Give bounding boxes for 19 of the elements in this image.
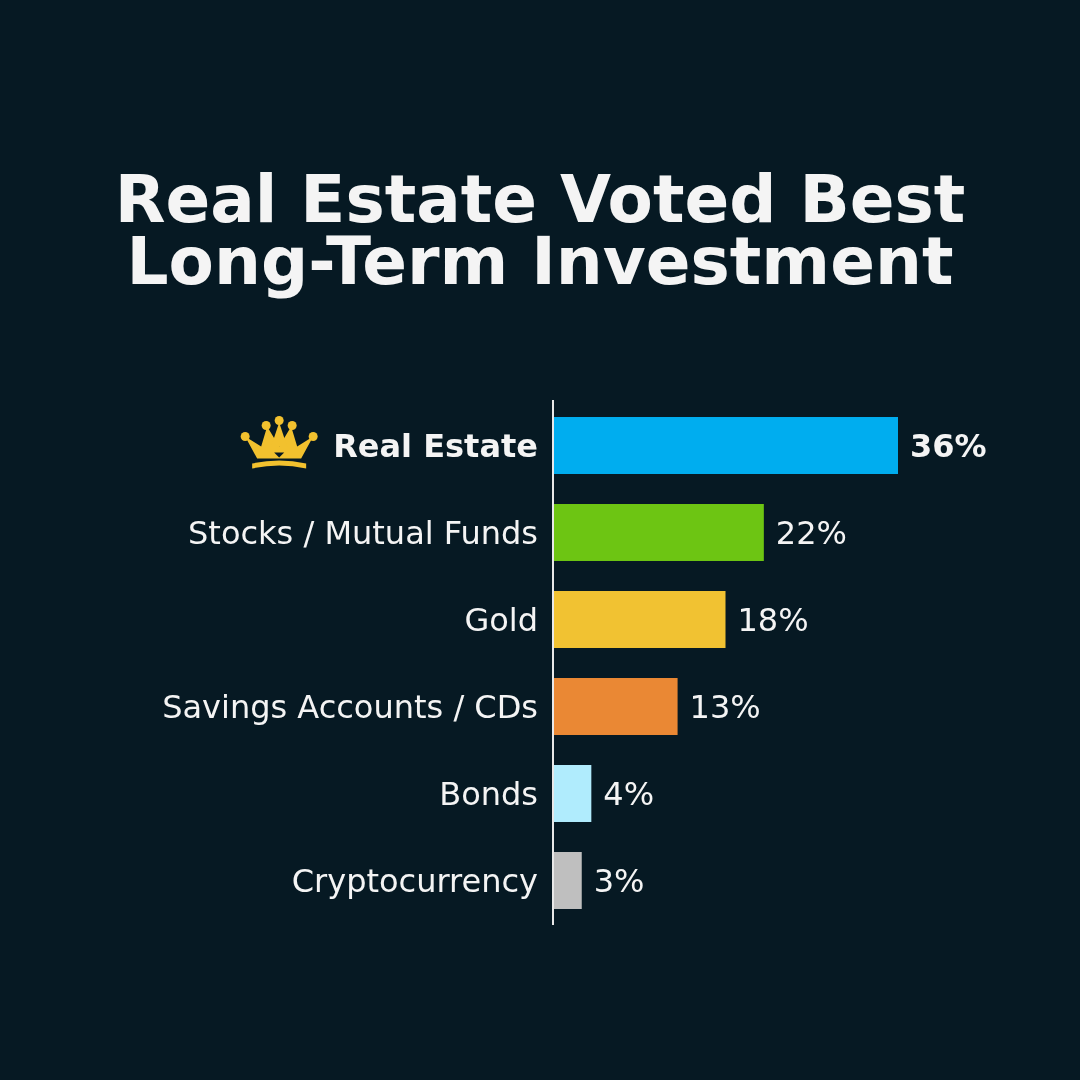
bar <box>553 591 726 648</box>
data-label: 4% <box>603 775 655 814</box>
bar <box>553 504 764 561</box>
data-label: 22% <box>775 514 847 553</box>
y-tick-label: Bonds <box>439 775 538 814</box>
data-label: 18% <box>737 601 809 640</box>
y-tick-label: Real Estate <box>333 427 538 466</box>
y-tick-label: Stocks / Mutual Funds <box>188 514 538 553</box>
y-tick-label: Gold <box>464 601 538 640</box>
bar <box>553 852 582 909</box>
chart-title: Real Estate Voted Best Long-Term Investment <box>114 161 966 300</box>
y-tick-label: Savings Accounts / CDs <box>162 688 538 727</box>
bar <box>553 765 592 822</box>
data-label: 3% <box>593 862 645 901</box>
y-tick-label: Cryptocurrency <box>291 862 538 901</box>
bar <box>553 417 898 474</box>
data-label: 13% <box>689 688 761 727</box>
bar <box>553 678 678 735</box>
data-label: 36% <box>910 427 987 466</box>
